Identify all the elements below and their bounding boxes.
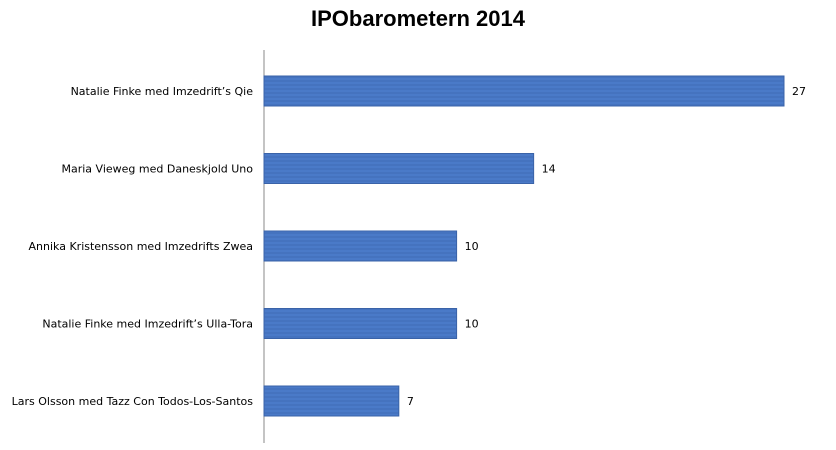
value-label-4: 10 (465, 318, 479, 331)
bar-3 (263, 230, 458, 262)
value-label-2: 14 (542, 163, 556, 176)
category-label-3: Annika Kristensson med Imzedrifts Zwea (29, 240, 253, 253)
value-label-5: 7 (407, 395, 414, 408)
bars-group: Natalie Finke med Imzedrift’s Qie 27 Maria… (12, 75, 806, 417)
chart-title: IPObarometern 2014 (311, 6, 525, 31)
value-label-3: 10 (465, 240, 479, 253)
bar-1 (263, 75, 785, 107)
category-label-1: Natalie Finke med Imzedrift’s Qie (71, 85, 254, 98)
bar-5 (263, 385, 400, 417)
bar-4 (263, 308, 458, 339)
category-label-5: Lars Olsson med Tazz Con Todos-Los-Santo… (12, 395, 254, 408)
category-label-4: Natalie Finke med Imzedrift’s Ulla-Tora (42, 318, 253, 331)
bar-2 (263, 153, 535, 184)
category-label-2: Maria Vieweg med Daneskjold Uno (62, 163, 254, 176)
value-label-1: 27 (792, 85, 806, 98)
